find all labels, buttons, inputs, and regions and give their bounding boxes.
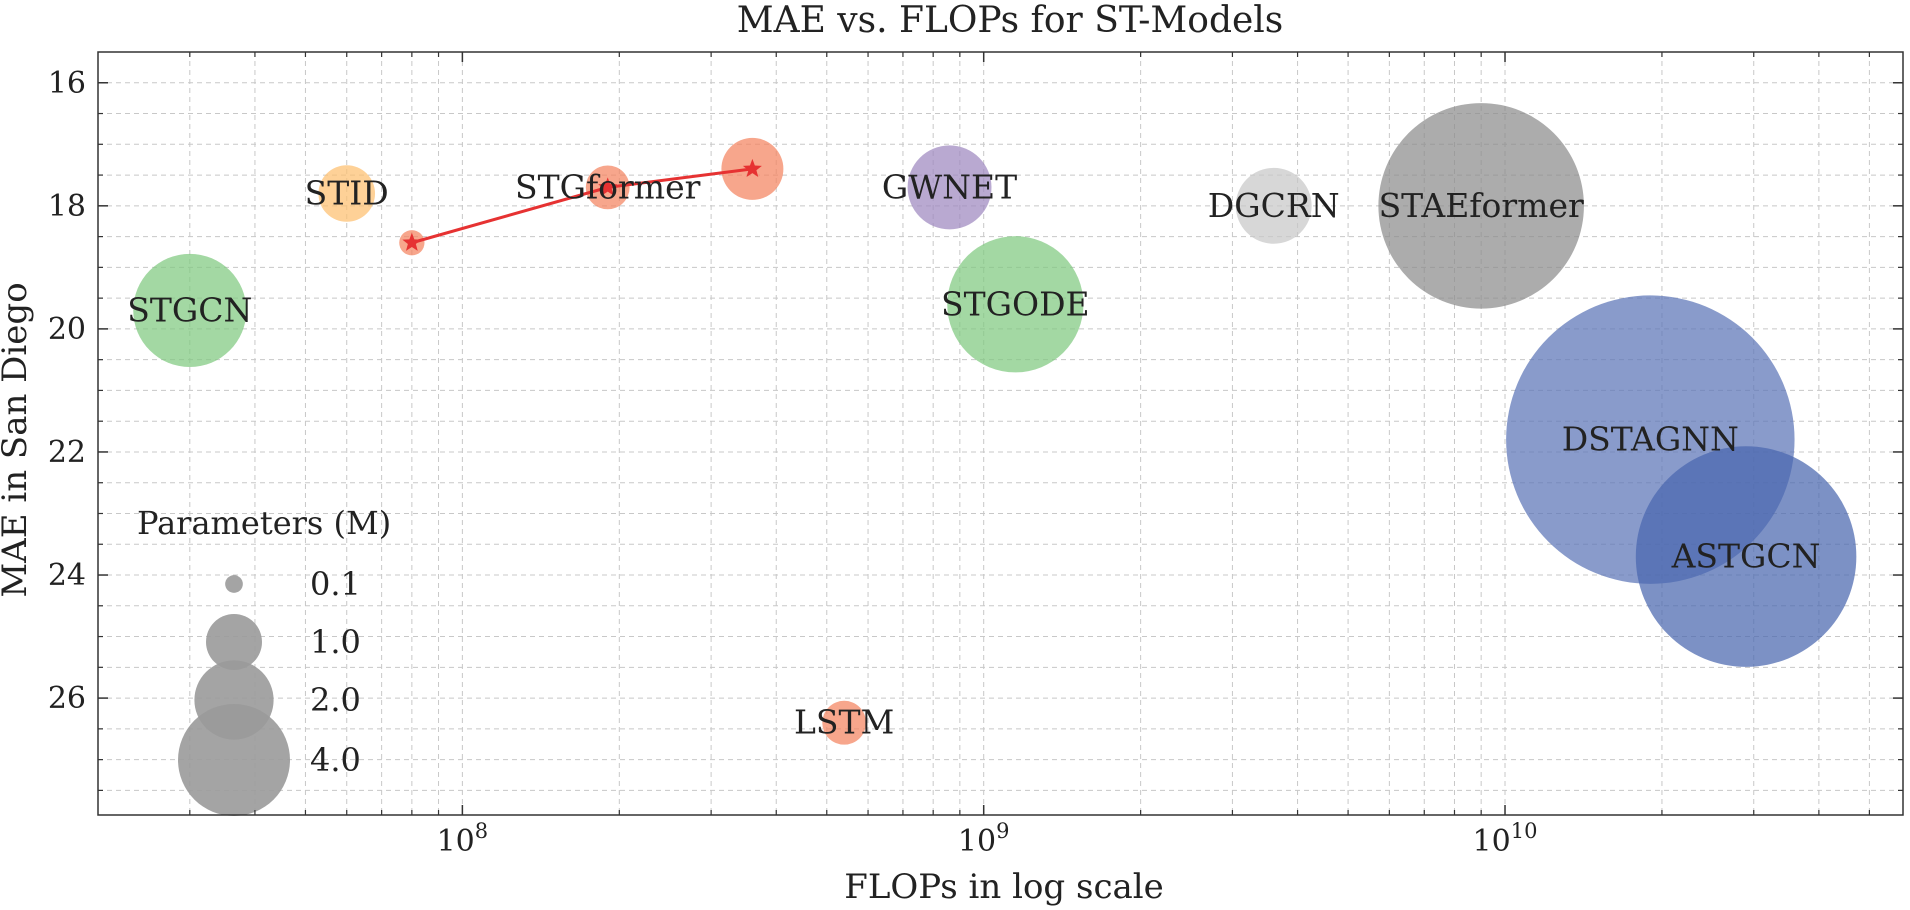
star-marker (402, 232, 422, 251)
bubble-gwnet (907, 145, 992, 230)
y-tick-label: 16 (48, 66, 86, 101)
x-tick-label: 1010 (1473, 819, 1538, 859)
bubble-dgcrn (1235, 167, 1312, 244)
y-tick-label: 26 (48, 681, 86, 716)
x-tick-label: 108 (437, 819, 489, 859)
bubble-stid (318, 165, 376, 222)
axis-ticks: 108 109 1010 16 18 20 22 24 26 (48, 52, 1903, 859)
bubble-label-stgformer: STGformer (515, 167, 701, 206)
legend-title: Parameters (M) (137, 504, 391, 542)
legend-marker (225, 575, 243, 593)
bubble-label-stid: STID (305, 174, 389, 213)
legend: Parameters (M) 0.1 1.0 2.0 4.0 (137, 504, 391, 816)
y-tick-label: 22 (48, 435, 86, 470)
y-tick-label: 24 (48, 558, 86, 593)
bubbles (133, 103, 1857, 745)
x-tick-label: 109 (958, 819, 1010, 859)
bubble-label-gwnet: GWNET (882, 167, 1017, 206)
legend-label: 2.0 (310, 681, 361, 719)
stgformer-line (402, 158, 762, 251)
bubble-label-stgode: STGODE (941, 284, 1090, 323)
legend-marker (178, 704, 290, 816)
y-axis-label: MAE in San Diego (0, 282, 35, 597)
bubble-lstm (822, 700, 867, 745)
bubble-label-staeformer: STAEformer (1379, 186, 1584, 225)
legend-label: 1.0 (310, 623, 361, 661)
legend-label: 0.1 (310, 565, 361, 603)
y-tick-label: 18 (48, 189, 86, 224)
plot-frame (97, 51, 1904, 816)
legend-marker (206, 614, 262, 670)
bubble-stgode (947, 236, 1084, 373)
bubble-label-astgcn: ASTGCN (1671, 537, 1821, 576)
bubble-astgcn (1635, 446, 1857, 667)
bubble-label-dgcrn: DGCRN (1208, 186, 1340, 225)
bubble-stgcn (133, 253, 247, 368)
bubble-label-stgcn: STGCN (127, 290, 252, 329)
legend-label: 4.0 (310, 741, 361, 779)
bubble-labels: STGCN STID STGformer GWNET STGODE LSTM DGCRN ST… (127, 167, 1820, 741)
bubble-staeformer (1378, 103, 1584, 309)
y-tick-label: 20 (48, 312, 86, 347)
star-marker (598, 177, 618, 196)
star-marker (742, 158, 762, 177)
bubble-label-lstm: LSTM (794, 703, 894, 742)
x-axis-label: FLOPs in log scale (844, 867, 1164, 907)
bubble-label-dstagnn: DSTAGNN (1562, 420, 1739, 459)
chart-title: MAE vs. FLOPs for ST-Models (737, 0, 1284, 41)
